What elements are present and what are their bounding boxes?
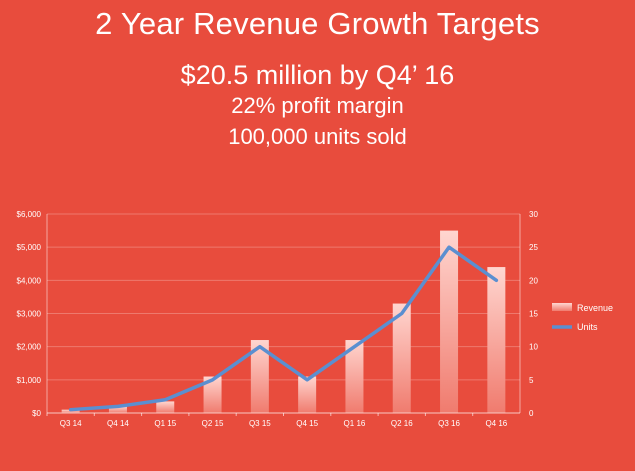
right-axis-tick-label: 15	[529, 310, 538, 319]
units-series-line	[68, 245, 499, 412]
x-axis-tick-label: Q4 14	[107, 419, 129, 428]
left-axis-tick-label: $2,000	[17, 343, 42, 352]
x-axis-tick-label: Q3 14	[60, 419, 82, 428]
revenue-bar	[487, 267, 506, 413]
legend-revenue-swatch	[552, 303, 572, 311]
left-axis-tick-label: $0	[32, 409, 41, 418]
revenue-bar	[440, 230, 459, 413]
units-line	[68, 245, 499, 412]
x-axis-tick-label: Q1 16	[344, 419, 366, 428]
revenue-bar	[108, 406, 127, 413]
x-axis-tick-label: Q2 16	[391, 419, 413, 428]
revenue-bar	[392, 303, 411, 413]
revenue-bars	[61, 230, 506, 413]
left-axis-tick-label: $1,000	[17, 376, 42, 385]
legend: Revenue Units	[552, 303, 613, 332]
axes: $0 $1,000 $2,000 $3,000 $4,000 $5,000 $6,000 0 5…	[17, 210, 539, 428]
revenue-bar	[250, 340, 269, 413]
revenue-bar	[203, 376, 222, 413]
x-axis-tick-label: Q1 15	[154, 419, 176, 428]
legend-revenue-label: Revenue	[577, 303, 613, 313]
right-axis-tick-label: 30	[529, 210, 538, 219]
right-axis-tick-label: 5	[529, 376, 534, 385]
revenue-bar	[345, 340, 364, 413]
right-axis-tick-label: 25	[529, 243, 538, 252]
x-axis-tick-label: Q4 16	[485, 419, 507, 428]
subtitle-units-target: 100,000 units sold	[228, 124, 407, 149]
subtitle-revenue-target: $20.5 million by Q4’ 16	[180, 60, 455, 90]
slide-title: 2 Year Revenue Growth Targets	[95, 6, 540, 41]
left-axis-tick-label: $5,000	[17, 243, 42, 252]
right-axis-tick-label: 0	[529, 409, 534, 418]
revenue-bar	[298, 376, 317, 413]
x-axis-tick-label: Q4 15	[296, 419, 318, 428]
right-axis-tick-label: 20	[529, 276, 538, 285]
legend-units-label: Units	[577, 322, 598, 332]
left-axis-tick-label: $3,000	[17, 310, 42, 319]
subtitle-profit-margin: 22% profit margin	[231, 93, 404, 118]
revenue-bar	[156, 401, 175, 413]
x-axis-tick-label: Q3 15	[249, 419, 271, 428]
left-axis-tick-label: $4,000	[17, 276, 42, 285]
right-axis-tick-label: 10	[529, 343, 538, 352]
x-axis-tick-label: Q2 15	[202, 419, 224, 428]
left-axis-tick-label: $6,000	[17, 210, 42, 219]
x-axis-tick-label: Q3 16	[438, 419, 460, 428]
